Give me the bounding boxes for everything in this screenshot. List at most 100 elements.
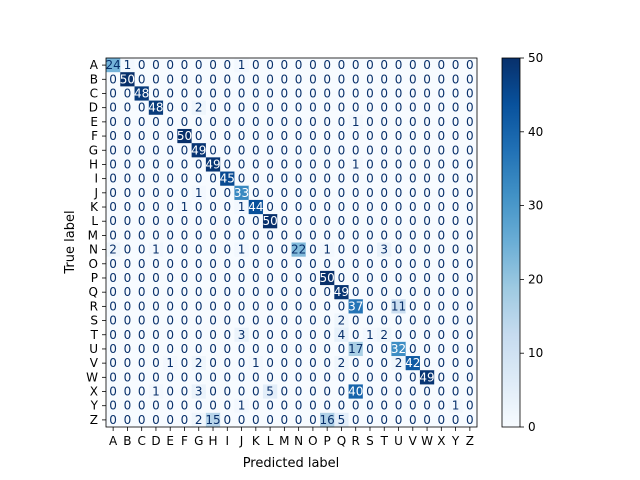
heatmap-cell: [163, 313, 178, 329]
cell-value-label: 2: [338, 356, 346, 370]
cell-value-label: 0: [238, 271, 246, 285]
cell-value-label: 0: [209, 101, 217, 115]
heatmap-cell: [448, 327, 464, 343]
heatmap-cell: [205, 100, 221, 116]
cell-value-label: 0: [152, 72, 160, 86]
heatmap-cell: [234, 270, 250, 286]
cell-value-label: 0: [409, 385, 417, 399]
heatmap-cell: [434, 157, 449, 172]
heatmap-cell: [291, 270, 307, 286]
cell-value-label: 0: [323, 186, 331, 200]
cell-value-label: 0: [181, 285, 189, 299]
cell-value-label: 0: [438, 200, 446, 214]
heatmap-cell: [462, 185, 478, 201]
heatmap-cell: [191, 370, 207, 385]
heatmap-cell: [434, 341, 449, 357]
heatmap-cell: [134, 171, 150, 187]
x-tick-label: D: [151, 434, 160, 448]
heatmap-cell: [262, 157, 278, 172]
heatmap-cell: [391, 370, 407, 385]
cell-value-label: 0: [209, 115, 217, 129]
heatmap-cell: [320, 58, 335, 73]
heatmap-cell: [220, 370, 235, 385]
heatmap-cell: [320, 72, 335, 87]
heatmap-cell: [220, 341, 235, 357]
heatmap-cell: [348, 185, 364, 201]
cell-value-label: 0: [124, 129, 132, 143]
heatmap-cell: [234, 313, 250, 329]
cell-value-label: 0: [124, 328, 132, 342]
cell-value-label: 0: [366, 143, 374, 157]
heatmap-cell: [405, 185, 421, 201]
cell-value-label: 0: [338, 243, 346, 257]
heatmap-cell: [120, 100, 135, 116]
heatmap-cell: [262, 58, 278, 73]
heatmap-cell: [177, 285, 193, 300]
y-tick-label: B: [90, 72, 98, 86]
heatmap-cell: [334, 171, 349, 187]
heatmap-cell: [148, 412, 164, 428]
cell-value-label: 0: [252, 328, 260, 342]
heatmap-cell: [120, 299, 135, 314]
heatmap-cell: [305, 58, 321, 73]
cell-value-label: 0: [409, 157, 417, 171]
cell-value-label: 1: [152, 385, 160, 399]
heatmap-cell: [205, 299, 221, 314]
cell-value-label: 0: [109, 257, 117, 271]
heatmap-cell: [348, 72, 364, 87]
cell-value-label: 0: [438, 328, 446, 342]
heatmap-cell: [177, 100, 193, 116]
heatmap-cell: [277, 270, 292, 286]
cell-value-label: 0: [438, 342, 446, 356]
cell-value-label: 0: [395, 328, 403, 342]
heatmap-cell: [148, 270, 164, 286]
y-tick-label: M: [88, 228, 98, 242]
heatmap-cell: [305, 128, 321, 144]
heatmap-cell: [234, 356, 250, 371]
heatmap-cell: [291, 214, 307, 229]
cell-value-label: 0: [138, 271, 146, 285]
heatmap-cell: [391, 299, 407, 314]
cell-value-label: 0: [252, 186, 260, 200]
cell-value-label: 0: [423, 285, 431, 299]
heatmap-cell: [205, 356, 221, 371]
heatmap-cell: [163, 398, 178, 414]
cell-value-label: 0: [409, 86, 417, 100]
heatmap-cell: [106, 143, 121, 158]
heatmap-cell: [362, 398, 378, 414]
cell-value-label: 0: [209, 370, 217, 384]
heatmap-cell: [419, 199, 435, 215]
cell-value-label: 0: [138, 129, 146, 143]
heatmap-cell: [462, 327, 478, 343]
y-tick-label: U: [89, 342, 98, 356]
cell-value-label: 0: [438, 243, 446, 257]
x-tick-label: M: [279, 434, 289, 448]
cell-value-label: 0: [223, 342, 231, 356]
cell-value-label: 0: [452, 72, 460, 86]
heatmap-cell: [234, 171, 250, 187]
heatmap-cell: [320, 370, 335, 385]
cell-value-label: 50: [120, 72, 135, 86]
heatmap-cell: [134, 228, 150, 243]
cell-value-label: 0: [466, 413, 474, 427]
heatmap-cell: [177, 228, 193, 243]
cell-value-label: 0: [195, 285, 203, 299]
heatmap-cell: [148, 199, 164, 215]
cell-value-label: 0: [124, 228, 132, 242]
cell-value-label: 0: [366, 200, 374, 214]
heatmap-cell: [448, 412, 464, 428]
x-tick-label: J: [239, 434, 244, 448]
heatmap-cell: [334, 398, 349, 414]
heatmap-cell: [320, 214, 335, 229]
heatmap-cell: [248, 228, 264, 243]
cell-value-label: 0: [380, 342, 388, 356]
cell-value-label: 0: [438, 101, 446, 115]
cell-value-label: 0: [466, 86, 474, 100]
cell-value-label: 0: [452, 86, 460, 100]
heatmap-cell: [106, 185, 121, 201]
cell-value-label: 0: [409, 186, 417, 200]
heatmap-cell: [120, 128, 135, 144]
heatmap-cell: [462, 199, 478, 215]
heatmap-cell: [120, 72, 135, 87]
cell-value-label: 0: [238, 370, 246, 384]
